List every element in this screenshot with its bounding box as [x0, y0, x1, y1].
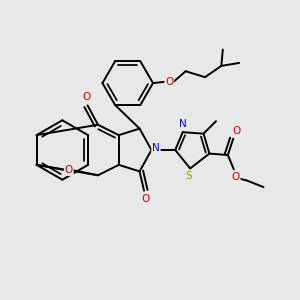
Text: O: O	[141, 194, 150, 204]
Text: O: O	[82, 92, 90, 102]
Text: O: O	[232, 126, 240, 136]
Text: O: O	[165, 76, 173, 87]
Text: S: S	[185, 172, 192, 182]
Text: O: O	[64, 165, 73, 175]
Text: N: N	[152, 142, 160, 153]
Text: N: N	[179, 119, 187, 129]
Text: O: O	[232, 172, 240, 182]
